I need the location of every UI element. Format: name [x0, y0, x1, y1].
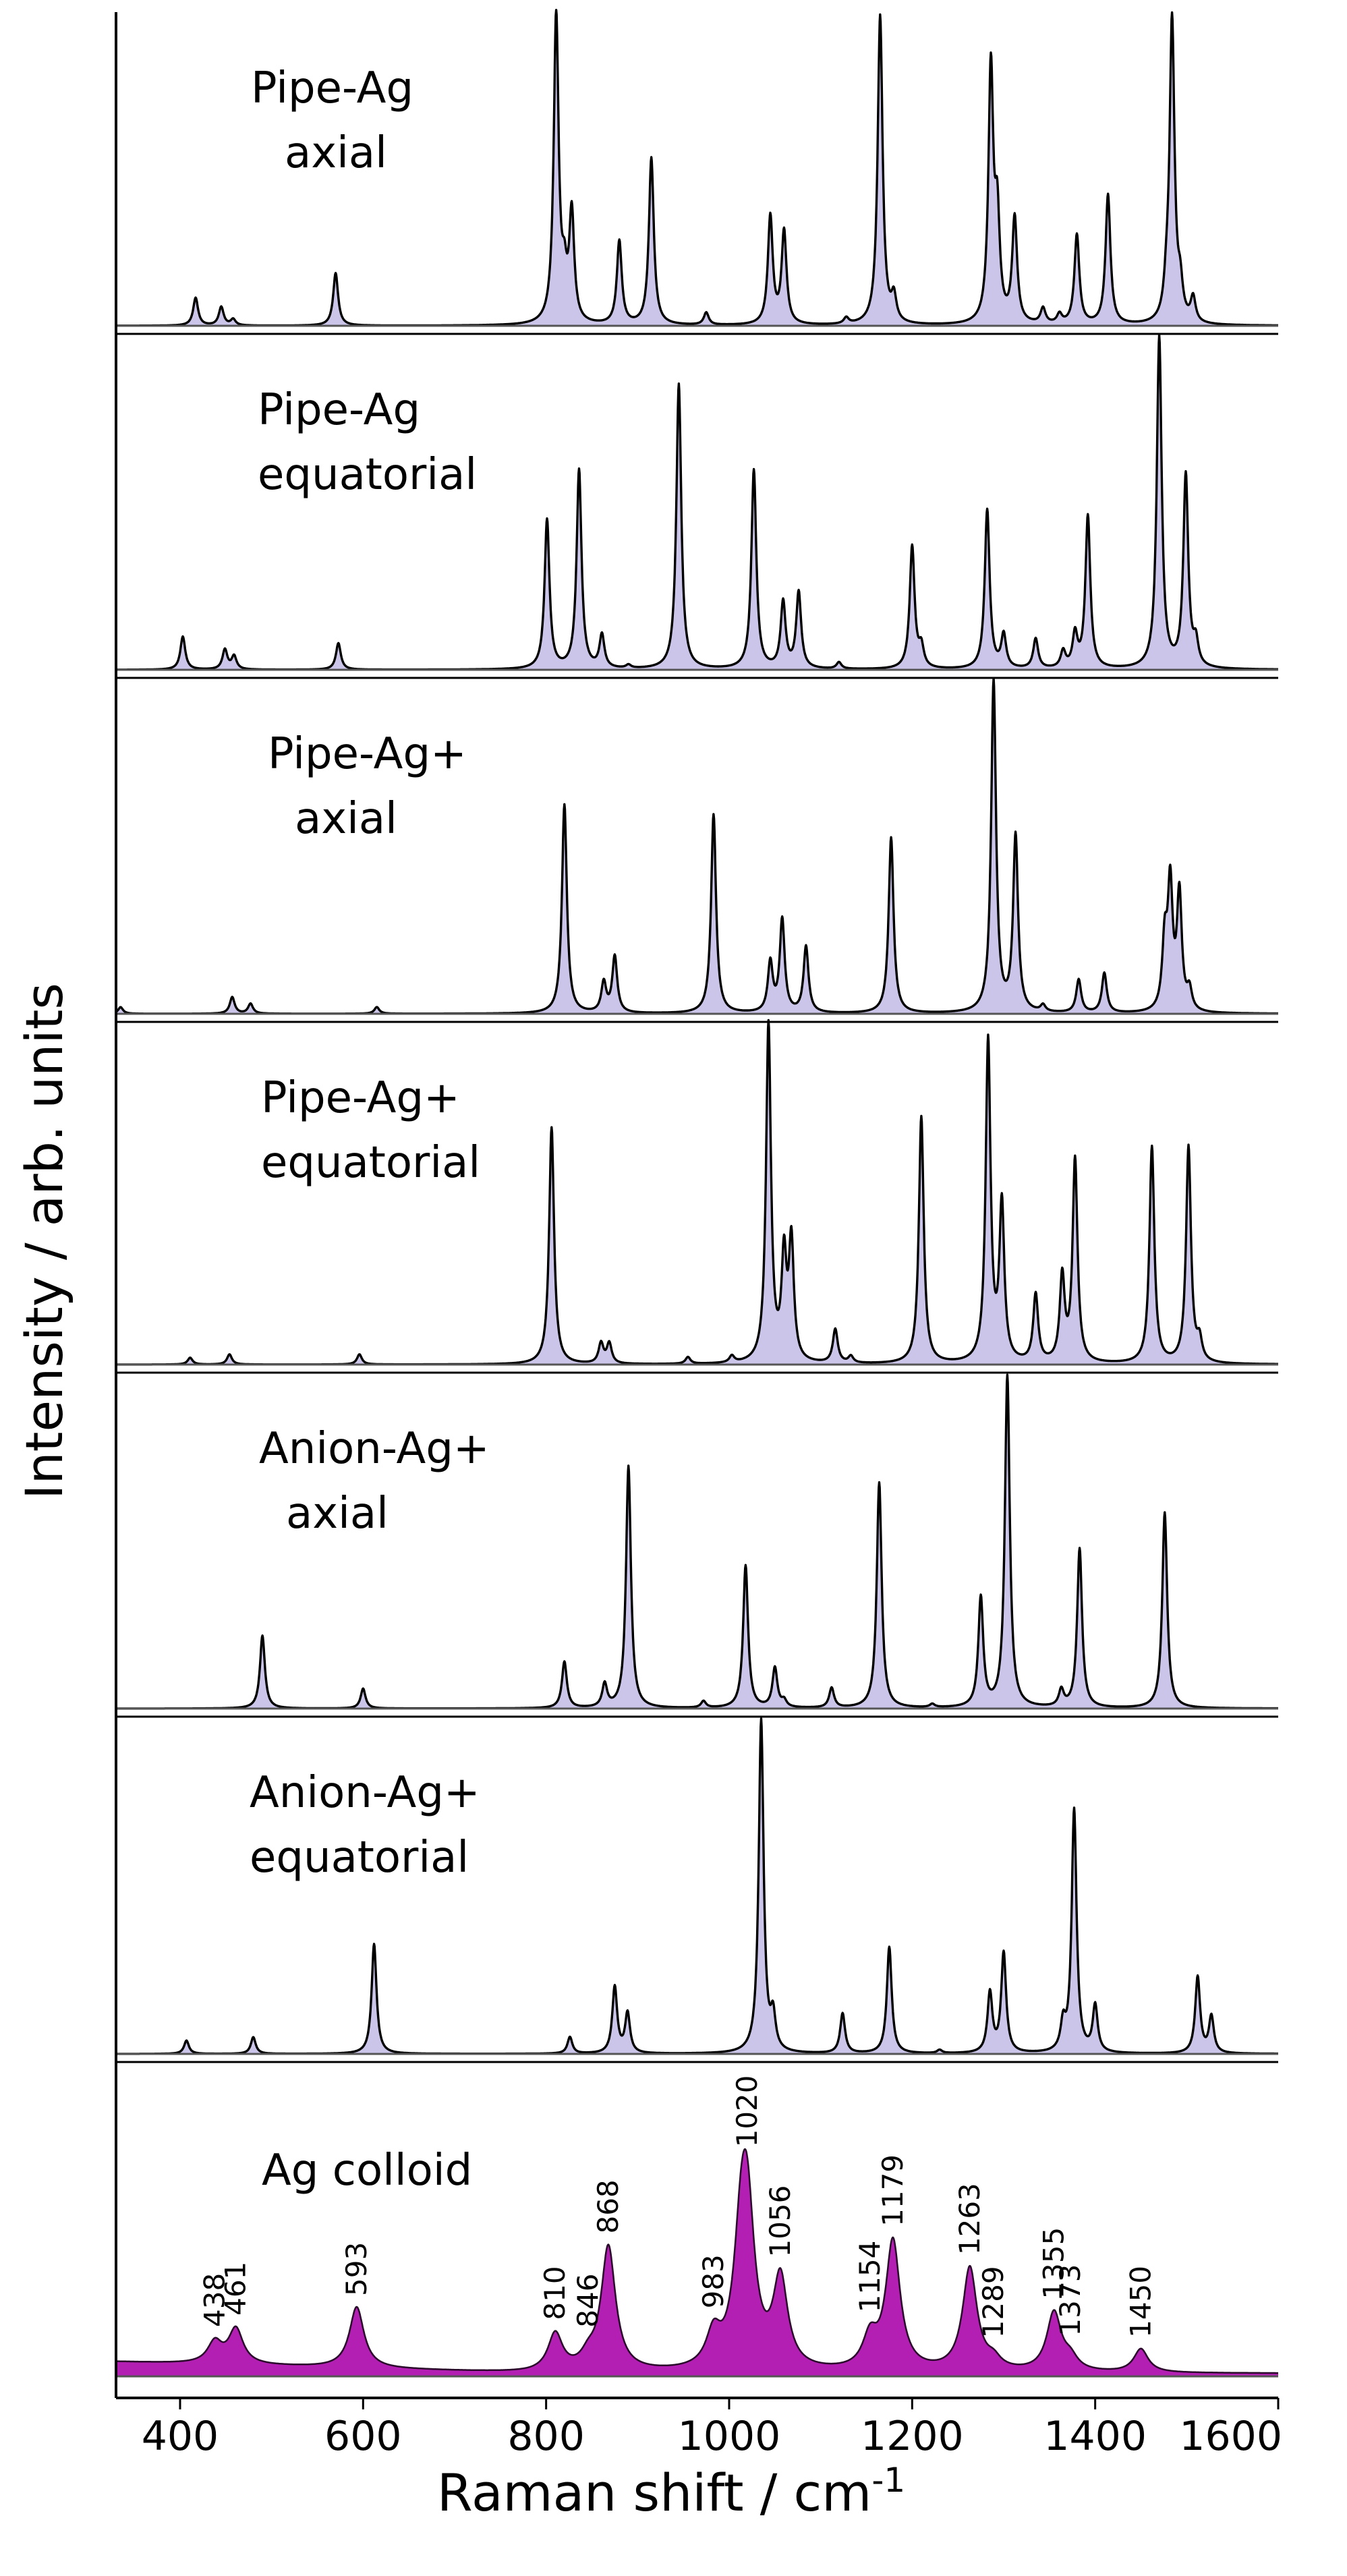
- x-tick-label: 400: [142, 2413, 219, 2460]
- spectrum-fill: [116, 1020, 1278, 1365]
- peak-label: 810: [538, 2266, 571, 2320]
- panel-label-line: equatorial: [261, 1138, 480, 1188]
- plot-frame: [115, 12, 1278, 2399]
- panel-label-line: Ag colloid: [262, 2146, 472, 2196]
- panel-label-line: axial: [286, 1489, 389, 1539]
- spectrum-panels: Pipe-Ag axial Pipe-Ag equatorial Pipe-Ag+ axi…: [115, 9, 1279, 2378]
- peak-label: 983: [697, 2254, 730, 2308]
- panel-label-line: Pipe-Ag: [251, 63, 413, 113]
- x-tick-label: 600: [324, 2413, 402, 2460]
- peak-label: 1179: [876, 2154, 909, 2227]
- spectrum-fill: [116, 678, 1278, 1014]
- panel-label-line: Pipe-Ag: [258, 385, 420, 435]
- peak-label: 1450: [1124, 2266, 1157, 2338]
- panel-4: Pipe-Ag+ equatorial: [115, 1019, 1279, 1366]
- panel-6: Anion-Ag+ equatorial: [115, 1717, 1279, 2055]
- peak-label: 438: [198, 2273, 231, 2327]
- panel-5: Anion-Ag+ axial: [115, 1373, 1279, 1710]
- panel-label-line: Pipe-Ag+: [268, 729, 467, 779]
- peak-label: 1373: [1054, 2264, 1087, 2337]
- peak-label: 868: [592, 2179, 625, 2233]
- spectrum-line: [115, 1019, 1279, 1366]
- spectrum-fill: [116, 1375, 1278, 1709]
- panel-label-line: equatorial: [258, 450, 477, 500]
- x-tick-label: 1600: [1179, 2413, 1282, 2460]
- panel-label-line: Anion-Ag+: [250, 1768, 480, 1818]
- peak-label: 1263: [953, 2183, 986, 2255]
- peak-label: 1289: [977, 2266, 1010, 2338]
- panel-label-line: axial: [295, 794, 397, 844]
- x-axis-title: Raman shift / cm-1: [437, 2461, 905, 2523]
- panel-label-line: Anion-Ag+: [259, 1424, 490, 1474]
- spectrum-fill: [116, 9, 1278, 326]
- peak-label: 1020: [730, 2075, 764, 2147]
- peak-label: 1154: [853, 2241, 886, 2313]
- peak-label: 593: [340, 2242, 373, 2296]
- y-axis-title: Intensity / arb. units: [14, 983, 74, 1499]
- x-axis-title-superscript: -1: [871, 2461, 905, 2500]
- x-tick-label: 1400: [1043, 2413, 1147, 2460]
- peak-label: 1056: [764, 2185, 797, 2258]
- panel-2: Pipe-Ag equatorial: [115, 334, 1279, 671]
- x-axis: 400 600 800 1000 1200 1400 1600: [142, 2398, 1282, 2460]
- spectrum-fill: [116, 2149, 1278, 2376]
- spectrum-line: [115, 2148, 1279, 2374]
- spectrum-fill: [116, 335, 1278, 670]
- x-axis-title-text: Raman shift / cm: [437, 2463, 871, 2523]
- panel-label-line: equatorial: [250, 1833, 469, 1883]
- peak-label: 846: [571, 2274, 604, 2328]
- panel-3: Pipe-Ag+ axial: [115, 677, 1279, 1015]
- x-tick-label: 1000: [678, 2413, 781, 2460]
- x-tick-label: 1200: [861, 2413, 964, 2460]
- peak-label: 1355: [1037, 2227, 1070, 2299]
- panel-label-line: Pipe-Ag+: [261, 1073, 460, 1123]
- panel-label-line: axial: [285, 128, 387, 178]
- x-tick-label: 800: [507, 2413, 585, 2460]
- peak-label: 461: [219, 2262, 252, 2316]
- panel-1: Pipe-Ag axial: [115, 9, 1279, 327]
